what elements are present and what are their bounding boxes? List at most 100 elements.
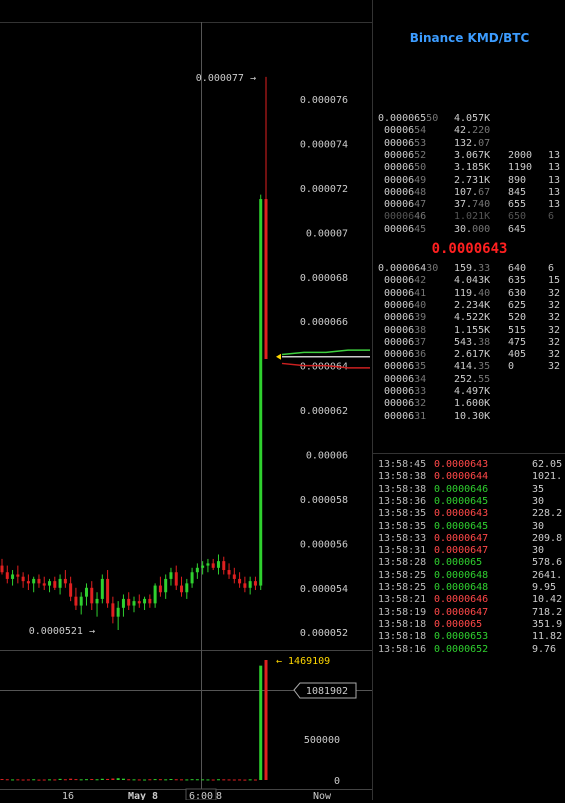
bid-row[interactable]: 0000636 2.617K 405 32 (378, 349, 560, 361)
bid-row[interactable]: 0000642 4.043K 635 15 (378, 275, 560, 287)
bid-row[interactable]: 0.00006430 159.33 640 6 (378, 263, 554, 275)
amount-cell: 1.155K (454, 324, 491, 336)
trade-time: 13:58:28 (378, 557, 427, 569)
bid-price: 0000642 (378, 275, 427, 287)
ask-row[interactable]: 0000647 37.740 655 13 (378, 199, 560, 211)
candle-body (5, 572, 9, 579)
bid-row[interactable]: 0000633 4.497K (378, 386, 548, 398)
ask-row[interactable]: 0000654 42.220 (378, 125, 548, 137)
volume-bar (5, 779, 9, 781)
candle-body (21, 576, 25, 582)
volume-bar (216, 779, 220, 781)
trade-row[interactable]: 13:58:35 0.0000643 228.2 (378, 508, 562, 520)
y-tick-label: 0.000058 (300, 495, 348, 506)
candle-body (48, 581, 52, 586)
trade-amount: 718.2 (532, 606, 563, 618)
volume-bar (48, 779, 52, 781)
trade-time: 13:58:18 (378, 631, 427, 643)
trade-amount: 30 (532, 495, 545, 507)
trade-amount: 209.8 (532, 532, 563, 544)
trade-row[interactable]: 13:58:25 0.0000648 2641. (378, 570, 562, 582)
trade-row[interactable]: 13:58:18 0.0000653 11.82 (378, 631, 562, 643)
trade-row[interactable]: 13:58:16 0.0000652 9.76 (378, 644, 556, 656)
ask-price: 0000652 (378, 149, 427, 161)
total-cell-2: 13 (548, 162, 561, 174)
volume-bar (58, 778, 62, 780)
ask-row[interactable]: 0.00006550 4.057K (378, 113, 548, 125)
trade-amount: 30 (532, 520, 545, 532)
bid-row[interactable]: 0000635 414.35 0 32 (378, 361, 560, 373)
volume-bar (37, 779, 41, 781)
candle-body (169, 572, 173, 579)
price-chart[interactable]: 0.000076 0.000074 0.000072 0.00007 0.000068 0… (0, 0, 372, 802)
trade-row[interactable]: 13:58:31 0.0000647 30 (378, 545, 544, 557)
trade-row[interactable]: 13:58:36 0.0000645 30 (378, 496, 544, 508)
ask-row[interactable]: 0000653 132.07 (378, 138, 548, 150)
trade-amount: 228.2 (532, 508, 563, 520)
ask-row[interactable]: 0000649 2.731K 890 13 (378, 175, 560, 187)
candle-body (74, 596, 78, 606)
volume-bar (74, 779, 78, 781)
candle-body (16, 574, 20, 577)
ask-price: 0.00006550 (378, 113, 439, 124)
total-cell-2: 32 (548, 349, 561, 361)
bid-row[interactable]: 0000640 2.234K 625 32 (378, 300, 560, 312)
candle-body (190, 572, 194, 584)
candle-body (164, 578, 168, 593)
amount-cell: 3.067K (454, 149, 491, 161)
trade-time: 13:58:38 (378, 483, 427, 495)
ask-row[interactable]: 0000645 30.000 645 (378, 224, 548, 236)
trade-row[interactable]: 13:58:45 0.0000643 62.05 (378, 459, 562, 471)
ask-row[interactable]: 0000648 107.67 845 13 (378, 187, 560, 199)
bid-row[interactable]: 0000632 1.600K (378, 398, 548, 410)
ask-row[interactable]: 0000652 3.067K 2000 13 (378, 150, 560, 162)
low-annotation: 0.0000521 → (29, 626, 95, 637)
trade-time: 13:58:31 (378, 545, 427, 557)
trade-row[interactable]: 13:58:25 0.0000648 9.95 (378, 582, 556, 594)
total-cell: 640 (508, 263, 527, 274)
trade-amount: 30 (532, 545, 545, 557)
volume-bar (164, 779, 168, 781)
bid-row[interactable]: 0000634 252.55 (378, 374, 548, 386)
volume-cursor-label: 1081902 (306, 686, 348, 697)
candle-body (53, 581, 57, 588)
price-dim-digits: 49 (414, 174, 427, 186)
trade-row[interactable]: 13:58:19 0.0000647 718.2 (378, 607, 562, 619)
total-cell: 515 (508, 324, 527, 336)
total-cell-2: 13 (548, 149, 561, 161)
price-dim-digits: 33 (414, 386, 427, 397)
trade-price: 0.0000648 (434, 582, 489, 593)
amount-dim-digits: 35 (478, 361, 491, 373)
amount-cell: 252.55 (454, 373, 491, 385)
trade-row[interactable]: 13:58:18 0.000065 351.9 (378, 619, 562, 631)
bid-row[interactable]: 0000638 1.155K 515 32 (378, 325, 560, 337)
bid-row[interactable]: 0000637 543.38 475 32 (378, 337, 560, 349)
trade-row[interactable]: 13:58:21 0.0000646 10.42 (378, 594, 562, 606)
total-cell: 405 (508, 349, 527, 361)
y-tick-label: 0.00006 (306, 451, 348, 462)
trade-row[interactable]: 13:58:35 0.0000645 30 (378, 521, 544, 533)
trade-price: 0.0000646 (434, 483, 489, 495)
trade-row[interactable]: 13:58:38 0.0000646 35 (378, 484, 544, 496)
total-cell: 645 (508, 223, 527, 235)
amount-cell: 543.38 (454, 336, 491, 348)
bid-price: 0000631 (378, 410, 427, 422)
bid-row[interactable]: 0000639 4.522K 520 32 (378, 312, 560, 324)
ask-row[interactable]: 0000650 3.185K 1190 13 (378, 162, 560, 174)
trade-time: 13:58:38 (378, 471, 427, 483)
trade-row[interactable]: 13:58:38 0.0000644 1021. (378, 471, 562, 483)
y-tick-label: 0.000074 (300, 140, 348, 151)
price-dim-digits: 31 (414, 410, 427, 422)
bid-row[interactable]: 0000641 119.40 630 32 (378, 288, 560, 300)
bid-row[interactable]: 0000631 10.30K (378, 411, 548, 423)
chart-svg[interactable]: 0.0000760.0000740.0000720.000070.0000680… (0, 0, 372, 802)
trade-row[interactable]: 13:58:33 0.0000647 209.8 (378, 533, 562, 545)
amount-cell: 132.07 (454, 137, 491, 149)
amount-cell: 414.35 (454, 361, 491, 373)
ask-row[interactable]: 0000646 1.021K 650 6 (378, 211, 554, 223)
bid-price: 0000638 (378, 324, 427, 336)
volume-bar (32, 779, 36, 781)
total-cell: 655 (508, 199, 527, 211)
volume-bar (259, 665, 263, 780)
trade-row[interactable]: 13:58:28 0.000065 578.6 (378, 557, 562, 569)
